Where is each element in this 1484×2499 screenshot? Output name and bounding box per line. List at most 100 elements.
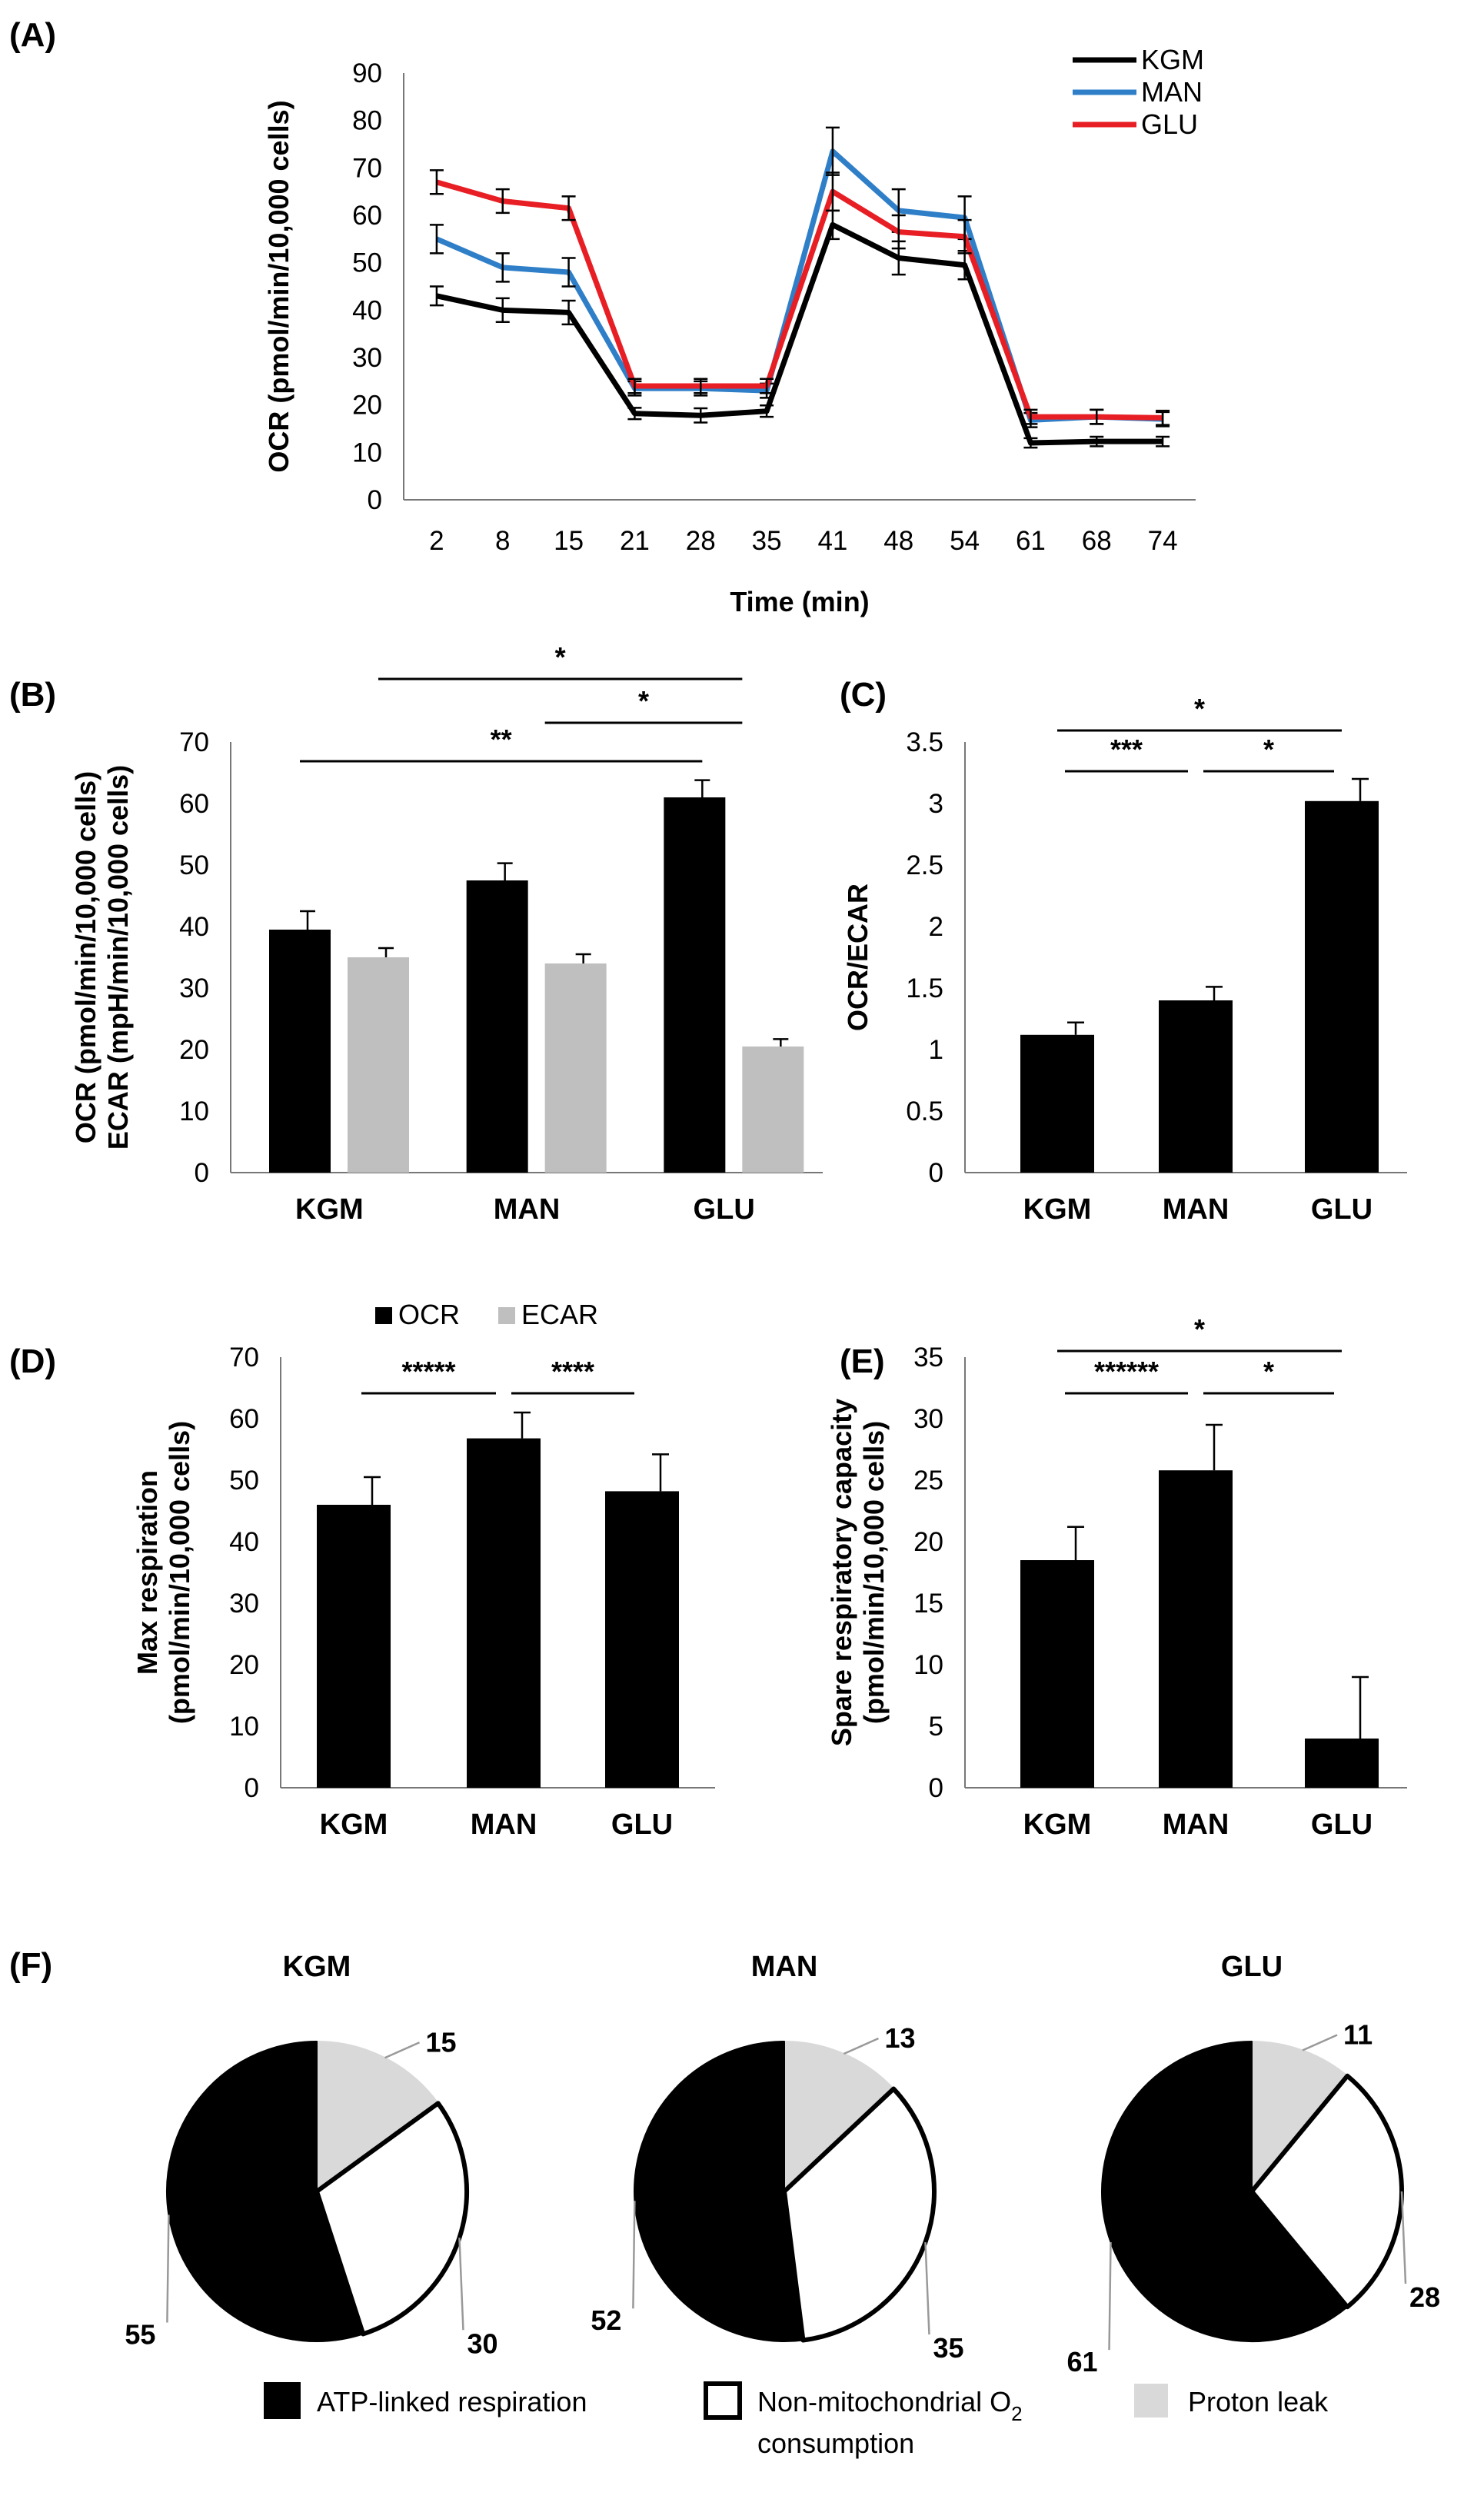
e-y-tick: 10: [913, 1650, 943, 1680]
legend-atp-swatch: [264, 2382, 301, 2419]
c-category-man: MAN: [1163, 1193, 1229, 1226]
e-category-glu: GLU: [1311, 1809, 1373, 1841]
a-y-tick: 70: [352, 153, 382, 183]
e-y-tick: 15: [913, 1589, 943, 1619]
d-category-man: MAN: [471, 1809, 537, 1841]
panel-label-c: (C): [840, 676, 887, 714]
legend-nonmito-main: Non-mitochondrial O: [757, 2386, 1011, 2417]
d-y-tick: 10: [229, 1712, 259, 1742]
legend-leak-swatch: [1134, 2384, 1168, 2417]
c-y-tick: 2.5: [906, 850, 943, 880]
legend-nonmito-sub: 2: [1011, 2402, 1022, 2425]
b-y-tick: 0: [195, 1158, 209, 1188]
e-y-title-1: (pmol/min/10,000 cells): [858, 1421, 890, 1724]
legend-ocr-swatch: [375, 1307, 392, 1324]
f-leader-glu-2: [1108, 2242, 1112, 2351]
f-label-kgm-0: 15: [426, 2026, 457, 2058]
b-sig-label: *: [638, 685, 649, 717]
a-x-tick: 28: [686, 526, 716, 556]
c-bar-kgm: [1020, 1034, 1094, 1173]
d-bar-kgm: [317, 1505, 391, 1788]
a-x-tick: 74: [1148, 526, 1178, 556]
d-bar-man: [467, 1438, 541, 1788]
d-y-tick: 40: [229, 1527, 259, 1557]
d-y-title-0: Max respiration: [131, 1470, 163, 1675]
c-category-kgm: KGM: [1023, 1193, 1092, 1226]
c-y-tick: 3: [929, 789, 943, 819]
f-leader-kgm-1: [458, 2238, 464, 2331]
f-label-kgm-1: 30: [467, 2328, 497, 2359]
chart-e: 0 5 10 15 20 25 30 35 KGM MAN GLU Spare respiratory…: [826, 1313, 1407, 1841]
c-bar-man: [1159, 1000, 1233, 1173]
f-label-kgm-2: 55: [125, 2319, 155, 2351]
e-y-tick: 30: [913, 1404, 943, 1434]
panel-label-e: (E): [840, 1343, 885, 1380]
a-x-tick: 41: [817, 526, 847, 556]
a-series-man: [435, 148, 1163, 423]
e-y-tick: 35: [913, 1343, 943, 1373]
b-y-title-0: OCR (pmol/min/10,000 cells): [70, 771, 101, 1143]
e-category-kgm: KGM: [1023, 1809, 1092, 1841]
a-y-tick: 90: [352, 58, 382, 88]
f-slice-man-2: [634, 2041, 804, 2342]
d-y-tick: 70: [229, 1343, 259, 1373]
b-bar-ecar-man: [544, 963, 607, 1173]
f-label-man-2: 52: [591, 2304, 621, 2336]
d-y-tick: 50: [229, 1466, 259, 1496]
e-y-tick: 20: [913, 1527, 943, 1557]
a-y-tick: 80: [352, 106, 382, 136]
f-slice-kgm-2: [166, 2041, 364, 2342]
d-sig-label: ****: [551, 1356, 594, 1387]
f-leader-glu-1: [1400, 2191, 1407, 2284]
b-category-kgm: KGM: [295, 1193, 364, 1226]
b-y-title-1: ECAR (mpH/min/10,000 cells): [102, 765, 134, 1150]
panel-label-d: (D): [9, 1343, 56, 1380]
b-y-tick: 10: [179, 1096, 209, 1126]
b-category-glu: GLU: [694, 1193, 755, 1226]
b-category-man: MAN: [494, 1193, 561, 1226]
b-sig-label: *: [555, 641, 566, 673]
c-category-glu: GLU: [1311, 1193, 1373, 1226]
a-series-kgm: [436, 221, 1163, 446]
b-y-tick: 70: [179, 727, 209, 757]
f-pie-title-glu: GLU: [1221, 1951, 1283, 1983]
d-y-tick: 30: [229, 1589, 259, 1619]
a-y-tick: 20: [352, 391, 382, 421]
legend-nonmito-label: Non-mitochondrial O2: [757, 2386, 1023, 2425]
legend-ocr-label: OCR: [398, 1299, 460, 1330]
e-bar-kgm: [1020, 1560, 1094, 1788]
a-y-tick: 60: [352, 201, 382, 231]
a-series-glu: [435, 179, 1163, 421]
f-slice-glu-2: [1101, 2041, 1349, 2342]
d-bar-glu: [605, 1491, 679, 1788]
d-y-tick: 0: [245, 1773, 259, 1803]
a-legend-label-glu: GLU: [1141, 108, 1198, 140]
b-y-tick: 30: [179, 973, 209, 1003]
panel-label-a: (A): [9, 16, 56, 54]
f-slice-kgm-0: [316, 2041, 439, 2192]
e-sig-label: ******: [1094, 1356, 1159, 1387]
c-y-tick: 3.5: [906, 727, 943, 757]
a-y-tick: 0: [368, 485, 382, 515]
b-y-tick: 50: [179, 850, 209, 880]
a-x-title: Time (min): [730, 586, 869, 617]
chart-b: 0 10 20 30 40 50 60 70 KGM MAN GLU OCR (pmol/min/10…: [70, 641, 823, 1226]
e-category-man: MAN: [1163, 1809, 1229, 1841]
a-x-tick: 2: [429, 526, 444, 556]
f-pie-title-kgm: KGM: [283, 1951, 351, 1983]
c-sig-label: *: [1194, 693, 1205, 724]
f-pie-title-man: MAN: [751, 1951, 818, 1983]
legend-ecar-swatch: [498, 1307, 515, 1324]
c-bar-glu: [1305, 800, 1379, 1173]
e-sig-label: *: [1194, 1313, 1205, 1345]
a-legend-label-man: MAN: [1141, 76, 1203, 108]
a-legend-label-kgm: KGM: [1141, 44, 1204, 75]
d-y-tick: 60: [229, 1404, 259, 1434]
b-bar-ecar-glu: [742, 1047, 804, 1173]
e-y-tick: 5: [929, 1712, 943, 1742]
e-y-title-0: Spare respiratory capacity: [826, 1399, 857, 1746]
legend-nonmito-line2: consumption: [757, 2427, 914, 2459]
b-y-tick: 60: [179, 789, 209, 819]
